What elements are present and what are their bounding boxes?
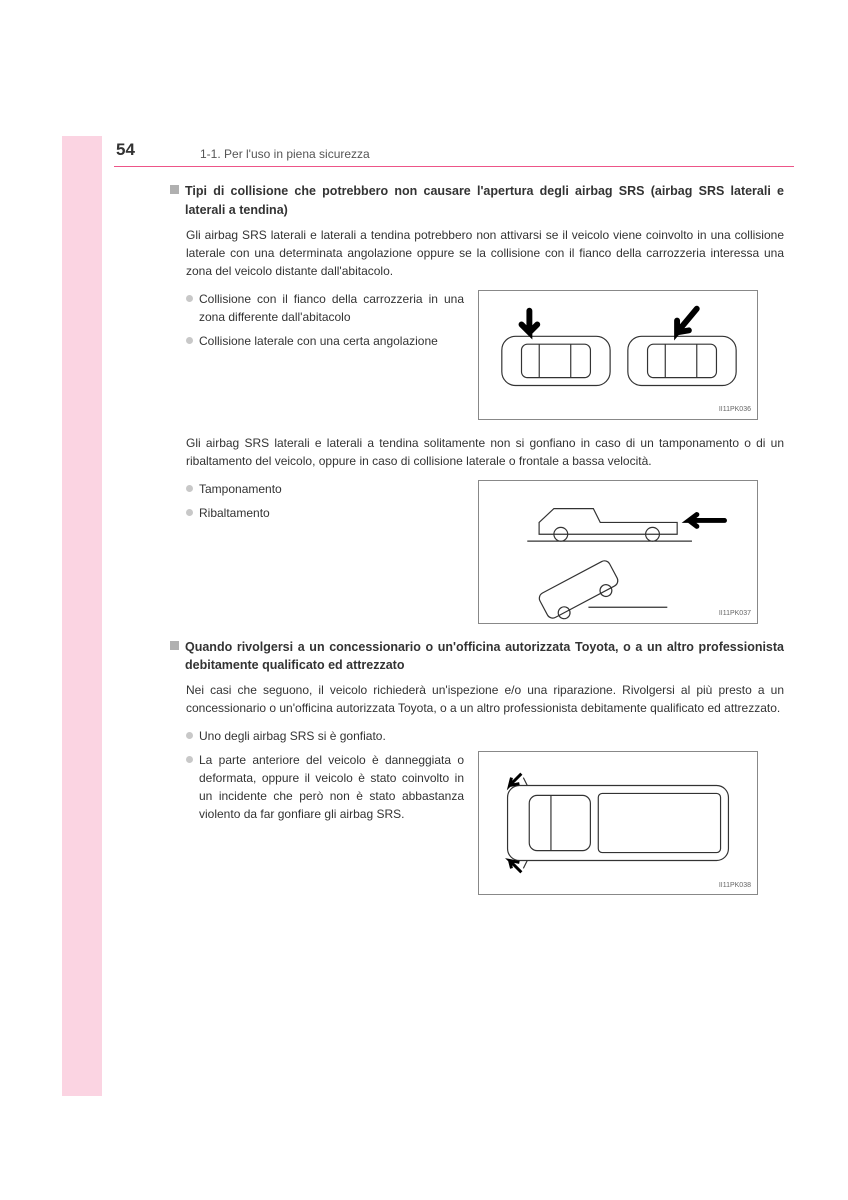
bullet-item: Ribaltamento xyxy=(186,504,464,522)
section-heading: Quando rivolgersi a un concessionario o … xyxy=(185,638,784,676)
dot-icon xyxy=(186,485,193,492)
bullet-item: Collisione con il fianco della carrozzer… xyxy=(186,290,464,326)
dot-icon xyxy=(186,756,193,763)
figure-rear-rollover: II11PK037 xyxy=(478,480,758,624)
figure-label: II11PK037 xyxy=(719,609,751,620)
section-intro: Nei casi che seguono, il veicolo richied… xyxy=(186,681,784,717)
figure-label: II11PK038 xyxy=(719,881,751,892)
bullet-text: Uno degli airbag SRS si è gonfiato. xyxy=(199,727,386,745)
header-divider xyxy=(114,166,794,167)
bullet-item: Collisione laterale con una certa angola… xyxy=(186,332,464,350)
bullet-text: La parte anteriore del veicolo è dannegg… xyxy=(199,751,464,823)
side-tab xyxy=(62,136,102,1096)
figure-column: II11PK036 xyxy=(478,290,758,420)
pre-bullet-row: Uno degli airbag SRS si è gonfiato. xyxy=(186,727,784,745)
page-number: 54 xyxy=(116,140,135,160)
square-bullet-icon xyxy=(170,185,179,194)
section-heading-row: Quando rivolgersi a un concessionario o … xyxy=(170,638,784,676)
block-top-angle-collision: Collisione con il fianco della carrozzer… xyxy=(186,290,784,420)
bullet-text: Ribaltamento xyxy=(199,504,270,522)
bullet-item: Tamponamento xyxy=(186,480,464,498)
section-intro: Gli airbag SRS laterali e laterali a ten… xyxy=(186,226,784,280)
figure-truck-top-arrows: II11PK038 xyxy=(478,751,758,895)
bullet-item: La parte anteriore del veicolo è dannegg… xyxy=(186,751,464,823)
section-heading-row: Tipi di collisione che potrebbero non ca… xyxy=(170,182,784,220)
bullet-column: Tamponamento Ribaltamento xyxy=(186,480,464,624)
bullet-text: Collisione con il fianco della carrozzer… xyxy=(199,290,464,326)
figure-top-view-collision: II11PK036 xyxy=(478,290,758,420)
bullet-column: Collisione con il fianco della carrozzer… xyxy=(186,290,464,420)
section-path: 1-1. Per l'uso in piena sicurezza xyxy=(200,147,370,161)
block-front-damage: La parte anteriore del veicolo è dannegg… xyxy=(186,751,784,895)
content-region: Tipi di collisione che potrebbero non ca… xyxy=(170,182,784,909)
bullet-item: Uno degli airbag SRS si è gonfiato. xyxy=(186,727,784,745)
bullet-column: La parte anteriore del veicolo è dannegg… xyxy=(186,751,464,895)
bullet-text: Tamponamento xyxy=(199,480,282,498)
figure-column: II11PK038 xyxy=(478,751,758,895)
bullet-text: Collisione laterale con una certa angola… xyxy=(199,332,438,350)
dot-icon xyxy=(186,509,193,516)
dot-icon xyxy=(186,732,193,739)
square-bullet-icon xyxy=(170,641,179,650)
block-rear-rollover: Tamponamento Ribaltamento xyxy=(186,480,784,624)
mid-paragraph: Gli airbag SRS laterali e laterali a ten… xyxy=(186,434,784,470)
figure-column: II11PK037 xyxy=(478,480,758,624)
section-heading: Tipi di collisione che potrebbero non ca… xyxy=(185,182,784,220)
dot-icon xyxy=(186,337,193,344)
dot-icon xyxy=(186,295,193,302)
figure-label: II11PK036 xyxy=(719,405,751,416)
